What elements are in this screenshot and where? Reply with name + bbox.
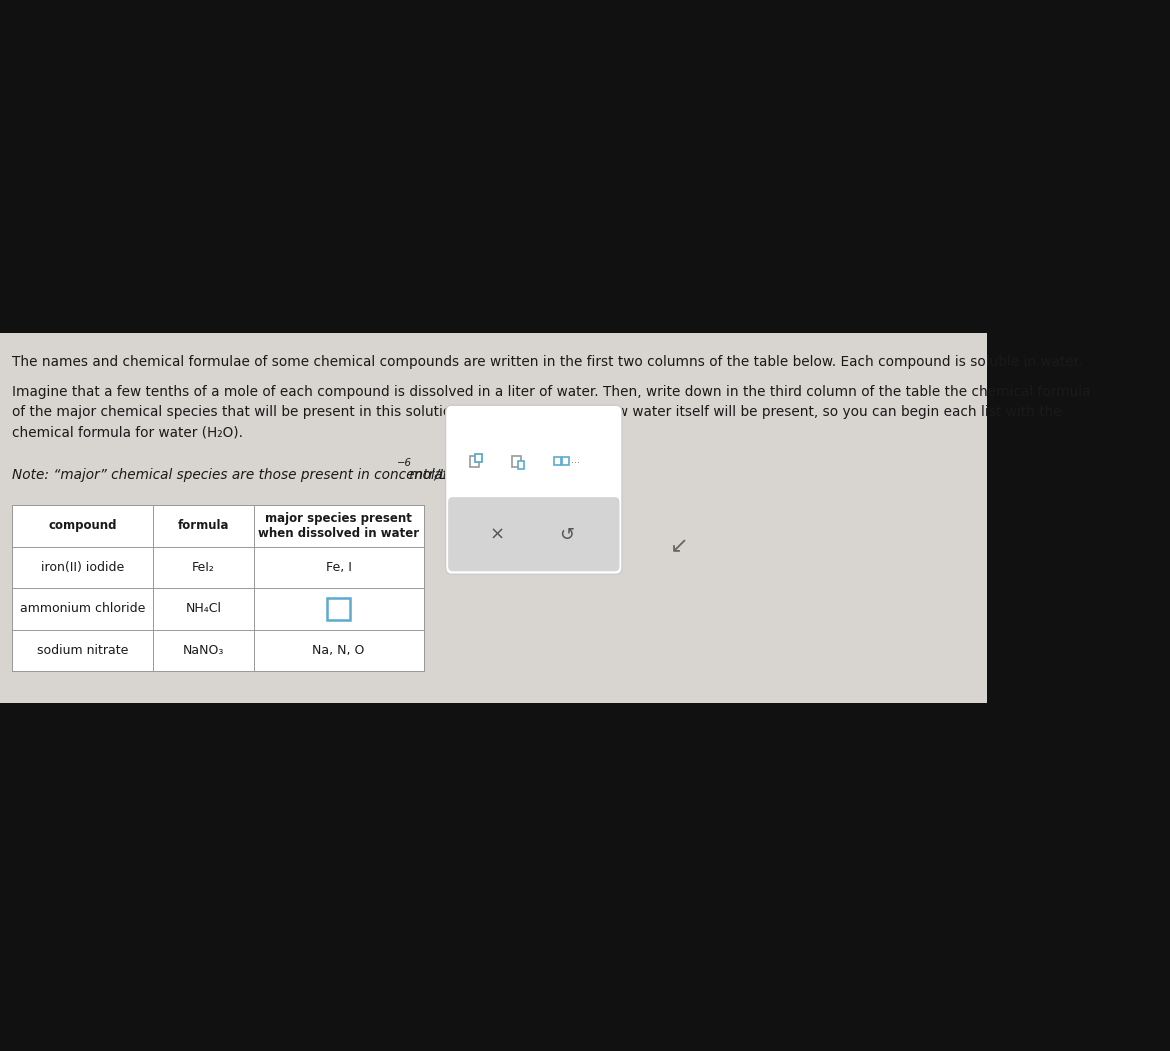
Text: compound: compound — [48, 519, 117, 532]
Text: FeI₂: FeI₂ — [192, 561, 215, 574]
Text: Na, N, O: Na, N, O — [312, 644, 365, 657]
Text: ↺: ↺ — [559, 526, 574, 543]
Text: Imagine that a few tenths of a mole of each compound is dissolved in a liter of : Imagine that a few tenths of a mole of e… — [12, 385, 1090, 399]
Text: ↙: ↙ — [670, 536, 689, 556]
Text: iron(II) iodide: iron(II) iodide — [41, 561, 124, 574]
Text: The names and chemical formulae of some chemical compounds are written in the fi: The names and chemical formulae of some … — [12, 355, 1082, 369]
Text: −6: −6 — [397, 458, 412, 468]
FancyBboxPatch shape — [0, 333, 987, 703]
FancyBboxPatch shape — [475, 454, 482, 462]
Text: mol/L.: mol/L. — [405, 468, 452, 482]
FancyBboxPatch shape — [12, 504, 424, 671]
Text: ...: ... — [571, 454, 580, 465]
Text: Note: “major” chemical species are those present in concentrations greater than : Note: “major” chemical species are those… — [12, 468, 587, 482]
Text: ×: × — [490, 526, 505, 543]
FancyBboxPatch shape — [446, 406, 622, 574]
Text: NH₄Cl: NH₄Cl — [185, 602, 221, 615]
Text: Fe, I: Fe, I — [325, 561, 352, 574]
Text: ammonium chloride: ammonium chloride — [20, 602, 145, 615]
Text: chemical formula for water (H₂O).: chemical formula for water (H₂O). — [12, 426, 243, 440]
Text: NaNO₃: NaNO₃ — [183, 644, 225, 657]
Text: major species present
when dissolved in water: major species present when dissolved in … — [259, 512, 419, 540]
Text: formula: formula — [178, 519, 229, 532]
FancyBboxPatch shape — [517, 460, 524, 469]
Text: of the major chemical species that will be present in this solution. For example: of the major chemical species that will … — [12, 406, 1061, 419]
FancyBboxPatch shape — [448, 497, 619, 572]
Text: sodium nitrate: sodium nitrate — [36, 644, 129, 657]
